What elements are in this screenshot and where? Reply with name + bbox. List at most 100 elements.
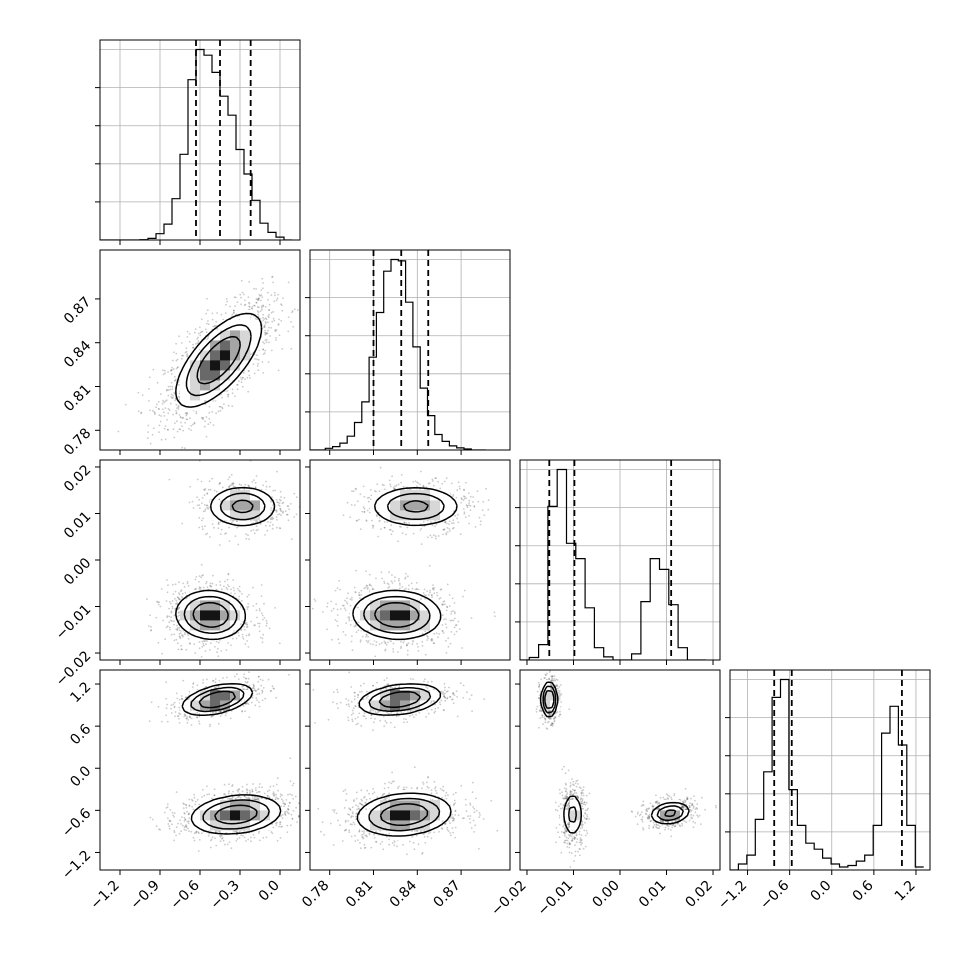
scatter-point [261,641,264,644]
scatter-point [194,331,196,334]
scatter-point [446,527,449,529]
scatter-point [266,529,269,532]
scatter-point [397,540,399,543]
scatter-point [240,381,243,384]
density-cell [220,340,231,351]
scatter-point [166,625,169,628]
scatter-point [208,406,211,408]
scatter-point [186,413,188,416]
scatter-point [410,582,413,585]
scatter-point [171,605,174,608]
scatter-point [244,299,246,302]
scatter-point [217,521,220,524]
scatter-point [275,510,278,513]
scatter-point [211,312,214,315]
scatter-point [448,523,450,525]
scatter-point [236,388,239,391]
scatter-point [379,466,382,469]
scatter-point [245,533,248,536]
scatter-point [273,291,276,294]
density-cell [210,610,221,621]
scatter-point [169,388,172,391]
density-cell [260,490,271,501]
scatter-point [179,428,182,431]
scatter-point [287,281,290,284]
scatter-point [390,533,393,536]
scatter-point [173,633,176,636]
scatter-point [268,309,270,311]
scatter-point [247,603,250,605]
density-cell [240,500,251,511]
scatter-point [262,287,264,290]
density-cell [200,630,211,641]
scatter-point [255,529,258,532]
scatter-point [369,498,372,501]
scatter-point [167,385,170,388]
scatter-point [158,601,161,604]
scatter-point [291,310,294,312]
scatter-point [137,410,140,413]
scatter-point [162,399,165,402]
scatter-point [262,353,265,355]
scatter-point [209,421,212,424]
scatter-point [450,482,453,485]
contour-level [175,486,276,641]
scatter-point [434,525,436,528]
scatter-point [227,573,230,576]
scatter-point [225,298,228,300]
scatter-point [228,540,231,542]
scatter-point [463,512,466,515]
scatter-point [255,288,257,290]
density-cell [210,590,221,601]
scatter-point [343,607,346,610]
scatter-point [204,328,207,331]
scatter-point [213,489,216,492]
scatter-point [202,586,205,589]
scatter-point [173,623,175,626]
scatter-point [284,510,287,512]
scatter-point [189,643,192,645]
scatter-point [426,635,429,638]
histogram-grid-3 [730,670,930,870]
scatter-point [223,585,225,588]
scatter-point [164,407,167,409]
scatter-point [240,303,243,306]
scatter-point [431,536,433,539]
scatter-point [367,636,369,638]
scatter-point [265,341,268,344]
scatter-point [185,412,188,415]
scatter-point [360,594,363,596]
scatter-point [472,496,475,498]
scatter-point [290,321,292,323]
scatter-point [163,401,166,404]
scatter-point [441,614,444,617]
scatter-point [287,519,290,522]
density-cell [210,360,221,371]
scatter-point [432,584,434,586]
scatter-point [186,582,189,585]
scatter-point [443,528,446,530]
scatter-point [236,526,238,529]
scatter-point [188,642,191,645]
scatter-point [176,624,178,627]
contour-level [175,312,263,408]
scatter-point [261,361,264,363]
scatter-point [186,354,189,357]
scatter-point [251,481,254,483]
scatter-point [466,506,469,509]
scatter-point [164,638,167,641]
scatter-point [403,521,406,524]
density-cell [220,500,231,511]
scatter-point [191,500,194,503]
density-cell [260,510,271,521]
density-cell [190,610,201,621]
scatter-point [263,602,265,605]
scatter-point [201,519,203,522]
scatter-point [213,526,215,529]
scatter-point [446,605,448,608]
scatter-point [157,408,160,410]
density-cell [210,350,221,361]
scatter-point [243,488,246,490]
scatter-point [201,645,204,648]
